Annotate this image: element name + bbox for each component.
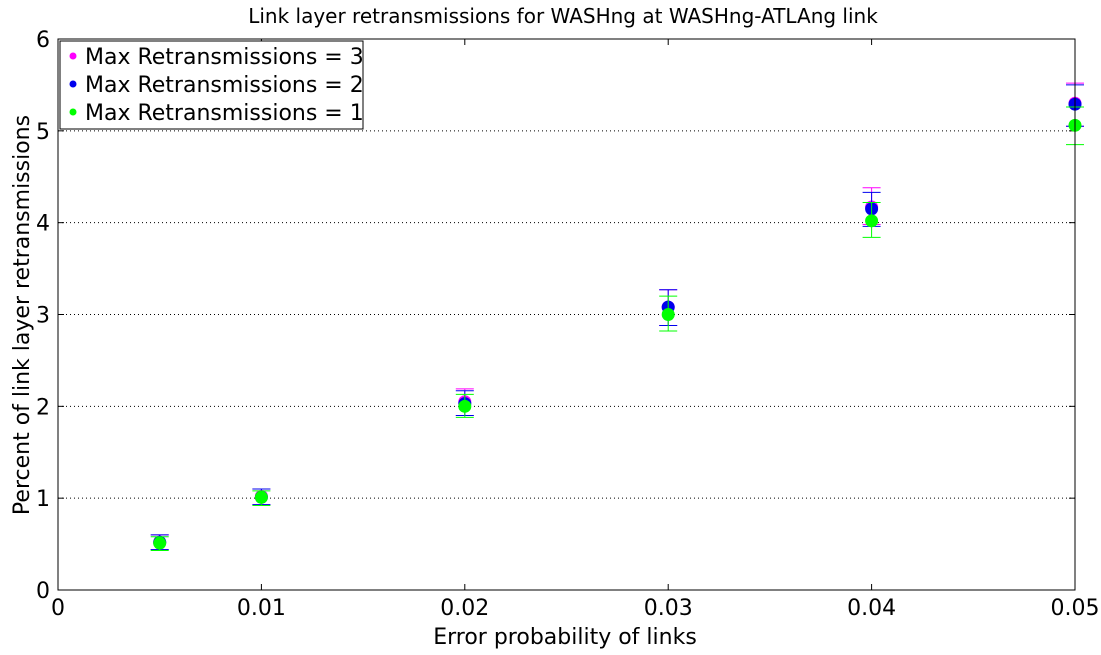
data-point (458, 399, 472, 413)
x-tick-label: 0.01 (237, 596, 286, 621)
legend-marker (69, 52, 77, 60)
y-tick-label: 4 (36, 212, 50, 237)
grid-lines (58, 130, 1075, 499)
data-point (865, 214, 879, 228)
y-tick-label: 0 (36, 579, 50, 604)
x-tick-label: 0.05 (1051, 596, 1100, 621)
y-tick-label: 5 (36, 120, 50, 145)
legend-label: Max Retransmissions = 1 (85, 101, 364, 126)
series-group (150, 106, 1084, 552)
legend-marker (69, 108, 77, 116)
series-group (150, 84, 1084, 551)
y-tick-label: 6 (36, 28, 50, 53)
legend-marker (69, 80, 77, 88)
data-point (661, 308, 675, 321)
data-points (150, 82, 1084, 552)
data-point (254, 490, 268, 504)
chart-title: Link layer retransmissions for WASHng at… (248, 4, 878, 28)
y-tick-label: 1 (36, 487, 50, 512)
data-point (153, 536, 167, 550)
plot-frame (57, 38, 1076, 591)
y-tick-label: 2 (36, 395, 50, 420)
series-group (150, 82, 1084, 551)
x-tick-label: 0.03 (644, 596, 693, 621)
legend: Max Retransmissions = 3 Max Retransmissio… (59, 40, 364, 130)
legend-box (59, 40, 364, 130)
x-axis-label: Error probability of links (433, 625, 697, 650)
y-tick-label: 3 (36, 304, 50, 329)
x-tick-label: 0.04 (847, 596, 896, 621)
legend-label: Max Retransmissions = 2 (85, 73, 364, 98)
x-tick-label: 0 (51, 596, 65, 621)
axis-ticks: 0 1 2 3 4 5 6 0 0.01 0.02 0.03 0.04 0.05 (36, 28, 1099, 621)
legend-label: Max Retransmissions = 3 (85, 45, 364, 70)
y-axis-label: Percent of link layer retransmissions (10, 115, 35, 515)
x-tick-label: 0.02 (440, 596, 489, 621)
